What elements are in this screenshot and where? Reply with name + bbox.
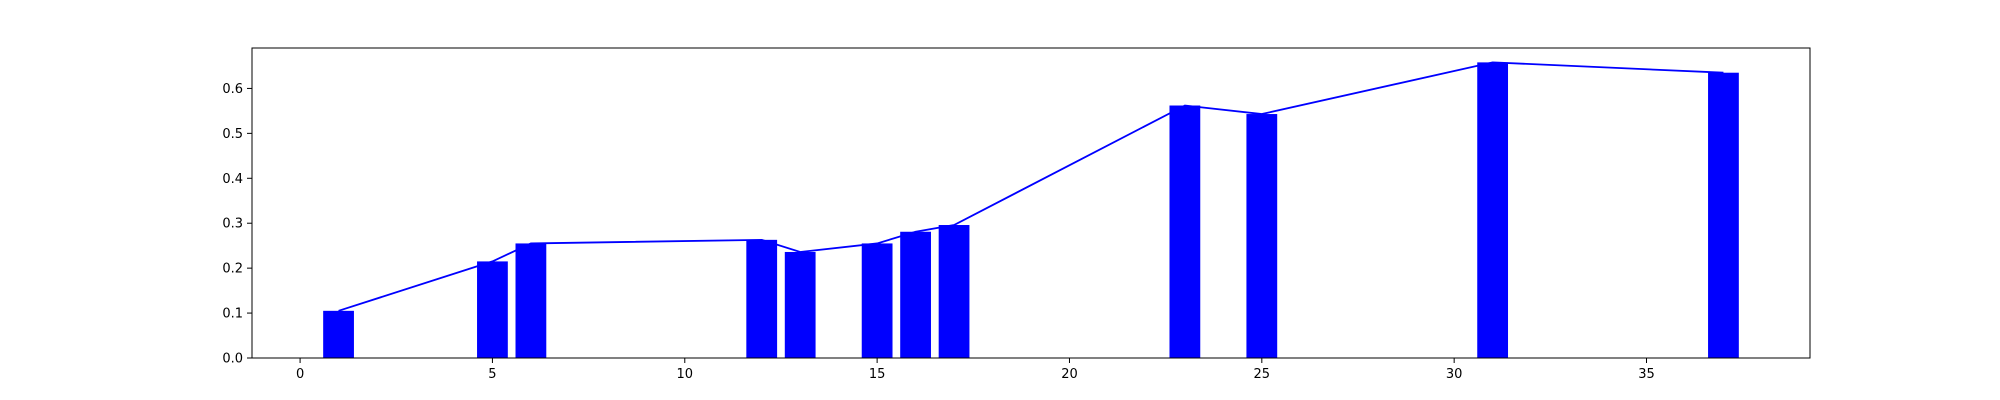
bar: [784, 251, 816, 358]
x-tick-label: 30: [1446, 367, 1463, 382]
plot-frame: [251, 47, 1811, 359]
x-tick-label: 20: [1061, 367, 1078, 382]
bar-series: [323, 62, 1739, 359]
bar: [323, 310, 354, 358]
x-tick-label: 35: [1638, 367, 1655, 382]
y-tick-label: 0.3: [222, 217, 243, 232]
y-tick-label: 0.5: [222, 127, 243, 142]
bar: [861, 243, 893, 358]
y-axis: 0.0 0.1 0.2 0.3 0.4 0.5 0.6: [222, 82, 252, 367]
bar: [1169, 105, 1201, 358]
x-tick-label: 0: [296, 367, 304, 382]
trend-line: [338, 61, 1724, 312]
x-axis: 0 5 10 15 20 25 30 35: [296, 358, 1655, 382]
bar: [515, 243, 547, 358]
y-tick-label: 0.1: [222, 307, 243, 322]
x-tick-label: 5: [488, 367, 496, 382]
bar: [1477, 62, 1509, 359]
line-series: [338, 61, 1724, 312]
y-tick-label: 0.2: [222, 262, 243, 277]
x-tick-label: 15: [869, 367, 886, 382]
x-tick-label: 10: [677, 367, 694, 382]
bar: [746, 239, 778, 358]
y-tick-label: 0.4: [222, 172, 243, 187]
bar: [900, 231, 931, 358]
y-tick-label: 0.0: [222, 352, 243, 367]
bar: [477, 261, 508, 358]
x-tick-label: 25: [1254, 367, 1271, 382]
bar: [1246, 114, 1278, 358]
bar: [1708, 72, 1739, 358]
y-tick-label: 0.6: [222, 82, 243, 97]
bar: [938, 225, 970, 358]
